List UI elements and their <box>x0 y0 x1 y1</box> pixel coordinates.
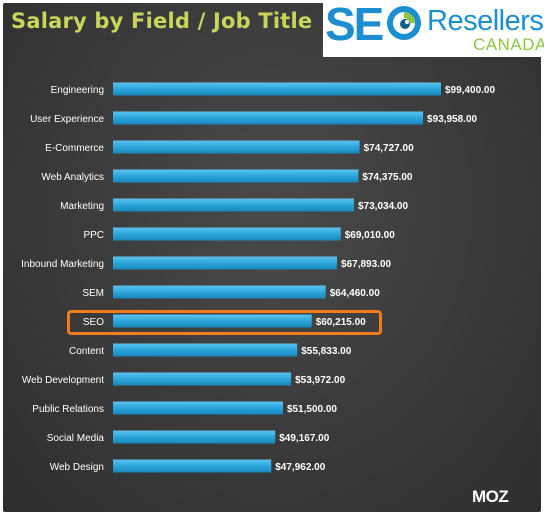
bar-web-development <box>113 372 292 386</box>
bar-e-commerce <box>113 140 360 154</box>
value-label-web-analytics: $74,375.00 <box>362 172 412 183</box>
category-label-sem: SEM <box>82 288 104 299</box>
category-label-social-media: Social Media <box>47 433 105 444</box>
value-label-inbound-marketing: $67,893.00 <box>341 259 391 270</box>
bar-ppc <box>113 227 341 241</box>
value-label-sem: $64,460.00 <box>330 288 380 299</box>
bar-web-analytics <box>113 169 359 183</box>
logo-seo-text: SE <box>325 0 384 50</box>
moz-logo: MOZ <box>472 487 509 506</box>
category-label-web-development: Web Development <box>22 375 104 386</box>
value-label-web-design: $47,962.00 <box>275 462 325 473</box>
value-label-marketing: $73,034.00 <box>358 201 408 212</box>
logo-resellers-text: Resellers <box>427 5 544 37</box>
value-label-social-media: $49,167.00 <box>279 433 329 444</box>
value-label-ppc: $69,010.00 <box>345 230 395 241</box>
bar-sem <box>113 285 326 299</box>
category-label-ppc: PPC <box>83 230 104 241</box>
bar-web-design <box>113 459 272 473</box>
bar-social-media <box>113 430 276 444</box>
category-label-inbound-marketing: Inbound Marketing <box>21 259 104 270</box>
category-label-seo: SEO <box>83 317 104 328</box>
value-label-user-experience: $93,958.00 <box>427 114 477 125</box>
category-label-content: Content <box>69 346 104 357</box>
seo-resellers-logo: SE Resellers CANADA <box>323 0 544 57</box>
seo-highlight-box <box>67 310 382 335</box>
category-label-public-relations: Public Relations <box>32 404 104 415</box>
page-title: Salary by Field / Job Title <box>11 9 313 33</box>
bar-seo <box>113 314 312 328</box>
value-label-e-commerce: $74,727.00 <box>364 143 414 154</box>
category-label-e-commerce: E-Commerce <box>45 143 104 154</box>
value-label-seo: $60,215.00 <box>316 317 366 328</box>
bar-user-experience <box>113 111 424 125</box>
category-label-marketing: Marketing <box>60 201 104 212</box>
bar-public-relations <box>113 401 283 415</box>
bar-inbound-marketing <box>113 256 338 270</box>
bar-content <box>113 343 298 357</box>
logo-swirl-icon <box>387 6 421 40</box>
bar-marketing <box>113 198 354 212</box>
bar-engineering <box>113 82 441 96</box>
value-label-engineering: $99,400.00 <box>445 85 495 96</box>
category-label-web-analytics: Web Analytics <box>41 172 104 183</box>
category-label-user-experience: User Experience <box>30 114 104 125</box>
value-label-content: $55,833.00 <box>301 346 351 357</box>
category-label-web-design: Web Design <box>50 462 104 473</box>
value-label-web-development: $53,972.00 <box>295 375 345 386</box>
value-label-public-relations: $51,500.00 <box>287 404 337 415</box>
category-label-engineering: Engineering <box>51 85 104 96</box>
logo-canada-text: CANADA <box>473 35 544 54</box>
